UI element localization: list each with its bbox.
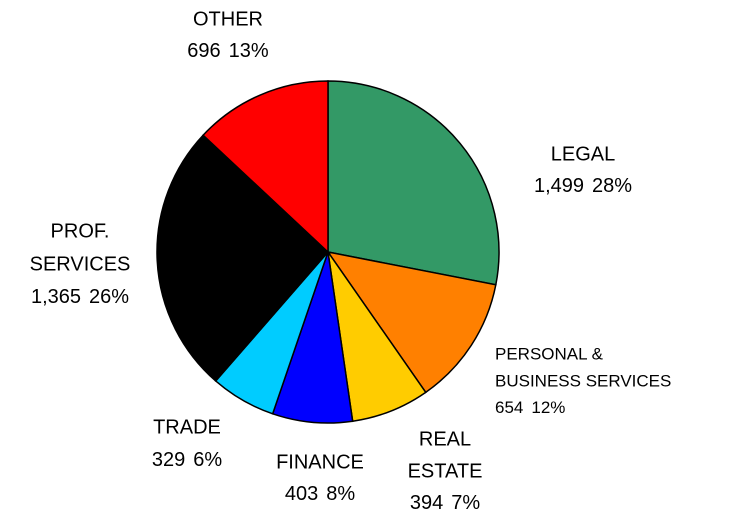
value-label: 1,499 (534, 175, 584, 197)
slice-value: 394 7% (410, 492, 480, 514)
slice-value: 696 13% (187, 40, 269, 62)
slice-label: LEGAL (551, 143, 615, 165)
pie-slice (327, 80, 500, 286)
slice-value: 403 8% (285, 483, 355, 505)
percent-label: 12% (531, 398, 565, 417)
value-label: 1,365 (31, 286, 81, 308)
percent-label: 26% (89, 286, 129, 308)
percent-label: 6% (193, 449, 222, 471)
slice-label: TRADE (153, 416, 221, 438)
value-label: 329 (152, 449, 185, 471)
slice-label: BUSINESS SERVICES (495, 371, 671, 390)
slice-label: ESTATE (408, 460, 483, 482)
value-label: 654 (495, 398, 523, 417)
slice-label: SERVICES (30, 253, 131, 275)
slice-label: PROF. (51, 220, 110, 242)
slice-value: 329 6% (152, 449, 222, 471)
slice-value: 654 12% (495, 398, 565, 417)
pie-slice (156, 134, 330, 383)
slice-value: 1,499 28% (534, 175, 632, 197)
value-label: 403 (285, 483, 318, 505)
slice-label: REAL (419, 428, 471, 450)
percent-label: 13% (229, 40, 269, 62)
slice-label: FINANCE (276, 451, 364, 473)
value-label: 696 (187, 40, 220, 62)
percent-label: 28% (592, 175, 632, 197)
value-label: 394 (410, 492, 443, 514)
slice-label: OTHER (193, 8, 263, 30)
pie-slice (202, 80, 329, 254)
pie-slice (326, 250, 497, 394)
slice-value: 1,365 26% (31, 286, 129, 308)
percent-label: 7% (451, 492, 480, 514)
percent-label: 8% (326, 483, 355, 505)
slice-label: PERSONAL & (495, 344, 604, 363)
